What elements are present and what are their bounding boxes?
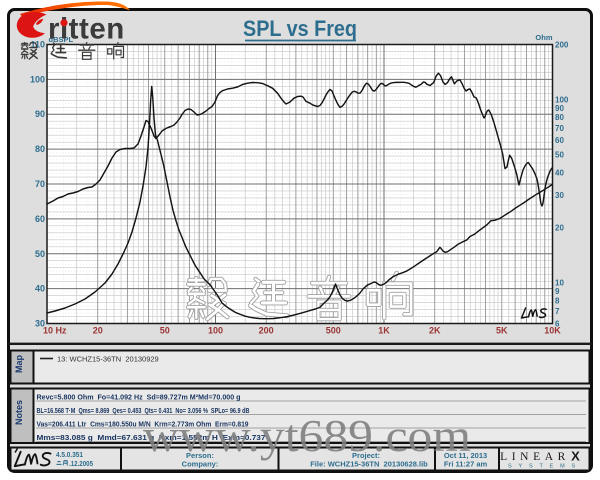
svg-text:20: 20 bbox=[93, 326, 103, 336]
svg-text:Company:: Company: bbox=[182, 460, 219, 469]
svg-text:SPL vs Freq: SPL vs Freq bbox=[243, 16, 357, 41]
svg-text:30: 30 bbox=[35, 319, 45, 329]
svg-text:4.5.0.351: 4.5.0.351 bbox=[56, 452, 83, 459]
svg-text:60: 60 bbox=[555, 136, 564, 145]
svg-text:.12.2005: .12.2005 bbox=[69, 461, 93, 468]
svg-text:LINEAR: LINEAR bbox=[500, 451, 570, 463]
svg-text:Vas=206.411 Ltr Cms=180.550u: Vas=206.411 Ltr Cms=180.550u M/N Krm=2.7… bbox=[37, 420, 249, 429]
svg-text:110: 110 bbox=[30, 40, 45, 50]
svg-text:7: 7 bbox=[555, 307, 560, 316]
svg-text:8: 8 bbox=[555, 296, 560, 305]
svg-text:10K: 10K bbox=[544, 326, 561, 336]
svg-text:100: 100 bbox=[208, 326, 223, 336]
svg-text:80: 80 bbox=[35, 144, 45, 154]
svg-text:13: WCHZ15-36TN 20130929: 13: WCHZ15-36TN 20130929 bbox=[57, 355, 159, 364]
svg-text:20: 20 bbox=[555, 224, 564, 233]
svg-text:80: 80 bbox=[555, 113, 564, 122]
svg-text:2K: 2K bbox=[429, 326, 441, 336]
svg-text:30: 30 bbox=[555, 191, 564, 200]
svg-text:90: 90 bbox=[35, 109, 45, 119]
svg-text:Project:: Project: bbox=[352, 451, 380, 460]
svg-text:File: WCHZ15-36TN 20130628.li: File: WCHZ15-36TN 20130628.lib bbox=[310, 460, 428, 469]
svg-text:50: 50 bbox=[555, 151, 564, 160]
svg-text:Person:: Person: bbox=[186, 451, 214, 460]
svg-text:BL=16.568 T·M Qms= 8.869 Qes: BL=16.568 T·M Qms= 8.869 Qes= 0.453 Qts=… bbox=[37, 406, 250, 415]
svg-text:www.yt689.com: www.yt689.com bbox=[143, 410, 471, 461]
svg-text:100: 100 bbox=[30, 74, 45, 84]
svg-text:500: 500 bbox=[326, 326, 341, 336]
svg-text:Notes: Notes bbox=[14, 400, 24, 425]
svg-text:SYSTEMS: SYSTEMS bbox=[508, 464, 582, 470]
svg-text:Ohm: Ohm bbox=[535, 33, 552, 42]
svg-text:60: 60 bbox=[35, 214, 45, 224]
svg-text:5K: 5K bbox=[496, 326, 508, 336]
svg-text:6: 6 bbox=[555, 319, 560, 328]
svg-text:Map: Map bbox=[14, 354, 24, 373]
svg-text:10 Hz: 10 Hz bbox=[43, 326, 67, 336]
svg-text:dBSPL: dBSPL bbox=[49, 35, 74, 44]
svg-text:50: 50 bbox=[160, 326, 170, 336]
svg-text:90: 90 bbox=[555, 104, 564, 113]
svg-text:200: 200 bbox=[555, 40, 569, 49]
svg-text:50: 50 bbox=[35, 249, 45, 259]
svg-text:70: 70 bbox=[35, 179, 45, 189]
svg-text:Revc=5.800 Ohm Fo=41.092 Hz: Revc=5.800 Ohm Fo=41.092 Hz Sd=89.727m M… bbox=[37, 393, 241, 402]
svg-text:1K: 1K bbox=[378, 326, 390, 336]
svg-text:Fri 11:27 am: Fri 11:27 am bbox=[444, 460, 488, 469]
svg-text:70: 70 bbox=[555, 124, 564, 133]
svg-text:Mms=83.085 g Mmd=67.631 g Kx: Mms=83.085 g Mmd=67.631 g Kxm=1.552m H E… bbox=[37, 433, 266, 442]
svg-text:ritten: ritten bbox=[48, 13, 125, 46]
svg-text:X: X bbox=[571, 449, 580, 464]
svg-text:40: 40 bbox=[555, 168, 564, 177]
svg-text:200: 200 bbox=[259, 326, 274, 336]
svg-text:9: 9 bbox=[555, 287, 560, 296]
svg-text:10: 10 bbox=[555, 279, 564, 288]
svg-text:Oct 11, 2013: Oct 11, 2013 bbox=[444, 451, 487, 460]
svg-text:100: 100 bbox=[555, 96, 569, 105]
svg-text:40: 40 bbox=[35, 284, 45, 294]
